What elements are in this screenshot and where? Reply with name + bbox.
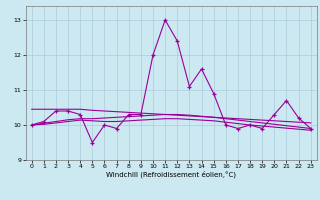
X-axis label: Windchill (Refroidissement éolien,°C): Windchill (Refroidissement éolien,°C) bbox=[106, 171, 236, 178]
